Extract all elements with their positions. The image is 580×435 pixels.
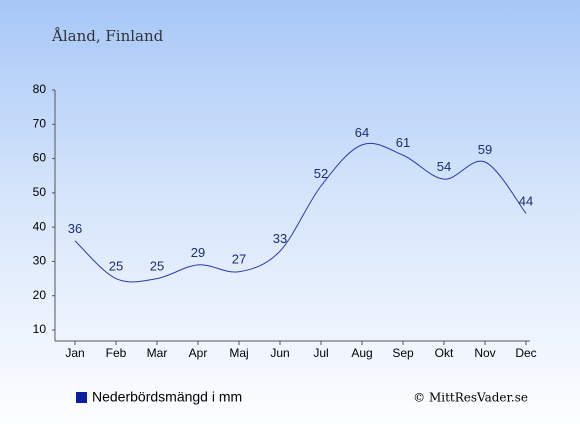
legend: Nederbördsmängd i mm — [76, 389, 242, 405]
y-tick-label: 80 — [33, 82, 47, 96]
x-tick-label: Nov — [474, 346, 495, 360]
x-tick-label: Maj — [229, 346, 248, 360]
y-tick-label: 30 — [33, 254, 47, 268]
x-tick-label: Jun — [270, 346, 289, 360]
legend-marker — [76, 392, 87, 403]
y-ticks: 10 20 30 40 50 60 70 80 — [33, 82, 55, 336]
x-tick-label: Jan — [65, 346, 84, 360]
legend-label: Nederbördsmängd i mm — [92, 389, 242, 405]
x-tick-label: Jul — [313, 346, 328, 360]
data-label: 44 — [519, 193, 533, 208]
axes — [54, 90, 530, 342]
x-tick-label: Aug — [351, 346, 372, 360]
data-labels: 36 25 25 29 27 33 52 64 61 54 59 44 — [68, 125, 533, 274]
chart-title: Åland, Finland — [51, 27, 164, 45]
data-label: 27 — [232, 252, 246, 267]
x-tick-label: Okt — [435, 346, 454, 360]
data-label: 33 — [273, 231, 287, 246]
data-label: 64 — [355, 125, 369, 140]
data-label: 52 — [314, 166, 328, 181]
y-tick-label: 40 — [33, 219, 47, 233]
data-label: 29 — [191, 245, 205, 260]
series-layer — [74, 142, 527, 283]
x-tick-label: Sep — [392, 346, 414, 360]
data-label: 59 — [478, 142, 492, 157]
series-line — [74, 142, 527, 283]
data-label: 61 — [396, 135, 410, 150]
x-tick-label: Apr — [189, 346, 208, 360]
y-tick-label: 10 — [33, 322, 47, 336]
x-tick-label: Dec — [515, 346, 536, 360]
data-label: 54 — [437, 159, 451, 174]
y-tick-label: 20 — [33, 288, 47, 302]
data-label: 25 — [150, 259, 164, 274]
y-tick-label: 50 — [33, 185, 47, 199]
x-tick-label: Mar — [147, 346, 168, 360]
y-tick-label: 60 — [33, 151, 47, 165]
x-tick-label: Feb — [106, 346, 127, 360]
copyright-text: © MittResVader.se — [413, 391, 528, 405]
data-label: 36 — [68, 221, 82, 236]
x-ticks: Jan Feb Mar Apr Maj Jun Jul Aug Sep Okt Nov Dec — [65, 341, 537, 360]
data-label: 25 — [109, 259, 123, 274]
y-tick-label: 70 — [33, 116, 47, 130]
